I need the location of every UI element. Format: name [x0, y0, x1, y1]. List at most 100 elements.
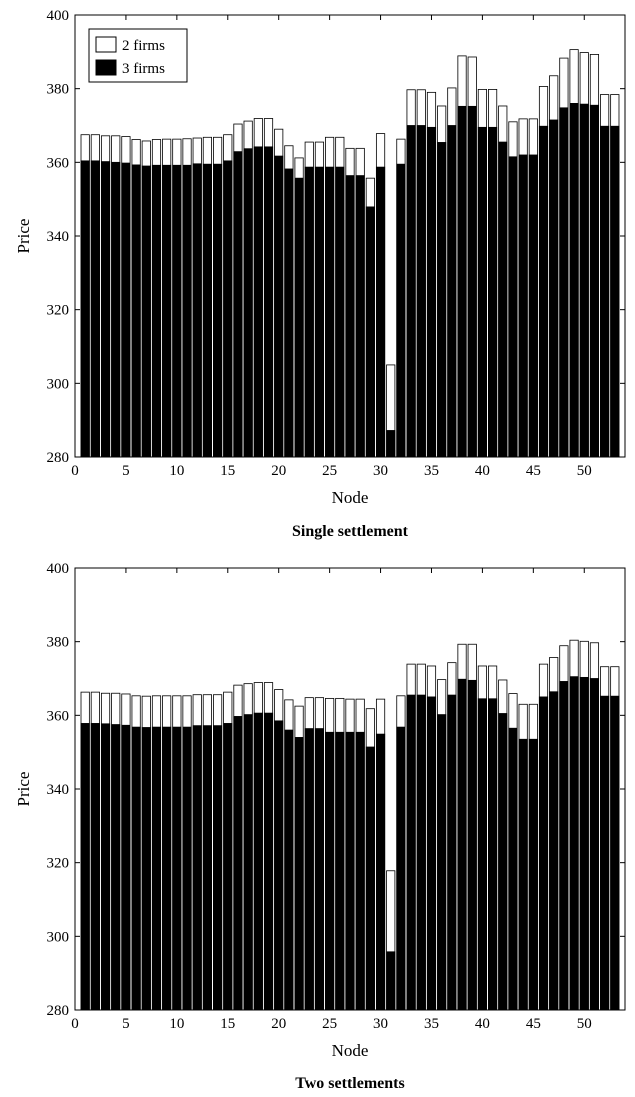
bar-3-firms-node-28: [355, 731, 365, 1011]
x-tick-label: 5: [122, 463, 130, 479]
x-tick-label: 35: [424, 1016, 439, 1032]
bar-3-firms-node-48: [559, 681, 569, 1011]
bar-3-firms-node-49: [569, 103, 579, 458]
chart-two-settlements: 0 5 10 15 20 25 30 35 40 45 50 280 300 320 340 360 380 4…: [14, 561, 626, 1092]
legend: 2 firms 3 firms: [88, 28, 188, 83]
bar-3-firms-node-18: [253, 712, 263, 1011]
y-axis-label: Price: [14, 219, 33, 254]
bar-3-firms-node-38: [457, 678, 467, 1011]
bar-3-firms-node-25: [325, 731, 335, 1011]
y-tick-label: 320: [47, 303, 70, 319]
bar-3-firms-node-25: [325, 166, 335, 458]
bar-3-firms-node-24: [314, 166, 325, 458]
y-ticks: 280 300 320 340 360 380 400: [47, 561, 625, 1019]
bar-3-firms-node-27: [345, 731, 355, 1011]
bar-3-firms-node-5: [121, 724, 131, 1011]
y-tick-label: 360: [47, 155, 70, 171]
bar-3-firms-node-40: [477, 698, 487, 1011]
chart-single-settlement: 0 5 10 15 20 25 30 35 40 45 50 280 300 320 340 360 380 4…: [14, 8, 626, 540]
bar-3-firms-node-52: [600, 125, 610, 458]
bar-3-firms-node-31: [386, 951, 396, 1011]
x-tick-label: 20: [271, 463, 286, 479]
bar-3-firms-node-23: [304, 728, 314, 1011]
bar-3-firms-node-45: [528, 738, 538, 1011]
bar-3-firms-node-3: [100, 161, 111, 458]
x-tick-label: 25: [322, 463, 337, 479]
bar-3-firms-node-7: [141, 165, 151, 458]
x-tick-label: 40: [475, 463, 490, 479]
bar-3-firms-node-39: [467, 105, 477, 458]
x-tick-label: 45: [526, 1016, 541, 1032]
bar-3-firms-node-30: [375, 733, 386, 1011]
y-tick-label: 380: [47, 82, 70, 98]
bar-3-firms-node-23: [304, 166, 314, 458]
bar-3-firms-node-46: [538, 125, 549, 458]
bar-3-firms-node-6: [131, 726, 141, 1011]
bar-3-firms-node-9: [162, 164, 172, 458]
y-tick-label: 300: [47, 376, 70, 392]
bar-3-firms-node-22: [294, 177, 304, 458]
bar-3-firms-node-32: [396, 726, 406, 1011]
bar-3-firms-node-11: [182, 726, 192, 1011]
bar-3-firms-node-7: [141, 727, 151, 1011]
bar-3-firms-node-8: [151, 164, 162, 458]
bar-3-firms-node-48: [559, 107, 569, 458]
x-tick-label: 5: [122, 1016, 130, 1032]
y-tick-label: 300: [47, 929, 70, 945]
x-axis-label: Node: [332, 1041, 369, 1060]
bars: [80, 49, 620, 458]
legend-label-2-firms: 2 firms: [122, 38, 165, 54]
bars: [80, 639, 620, 1011]
bar-3-firms-node-20: [274, 720, 284, 1011]
bar-3-firms-node-51: [589, 104, 600, 458]
bar-3-firms-node-51: [589, 678, 600, 1011]
bar-3-firms-node-50: [579, 676, 589, 1011]
y-tick-label: 340: [47, 782, 70, 798]
bar-3-firms-node-29: [365, 746, 375, 1011]
bar-3-firms-node-38: [457, 105, 467, 458]
bar-3-firms-node-26: [335, 166, 345, 458]
bar-3-firms-node-33: [406, 694, 416, 1011]
x-tick-label: 15: [220, 463, 235, 479]
x-tick-label: 25: [322, 1016, 337, 1032]
x-tick-label: 10: [169, 1016, 184, 1032]
bar-3-firms-node-10: [172, 726, 182, 1011]
bar-3-firms-node-31: [386, 430, 396, 458]
panel-title: Single settlement: [292, 523, 409, 540]
bar-3-firms-node-4: [111, 161, 121, 458]
bar-3-firms-node-49: [569, 676, 579, 1011]
bar-3-firms-node-47: [549, 119, 559, 458]
y-tick-label: 380: [47, 635, 70, 651]
bar-3-firms-node-13: [202, 163, 212, 458]
bar-3-firms-node-16: [233, 151, 243, 458]
bar-3-firms-node-19: [263, 712, 274, 1011]
bar-3-firms-node-50: [579, 103, 589, 458]
bar-3-firms-node-2: [90, 160, 100, 458]
bar-3-firms-node-35: [426, 696, 437, 1011]
bar-3-firms-node-52: [600, 695, 610, 1011]
bar-3-firms-node-35: [426, 126, 437, 458]
bar-3-firms-node-45: [528, 154, 538, 458]
panel-title: Two settlements: [295, 1075, 404, 1092]
bar-3-firms-node-44: [518, 154, 528, 458]
bar-3-firms-node-2: [90, 723, 100, 1011]
bar-3-firms-node-16: [233, 716, 243, 1011]
x-ticks: 0 5 10 15 20 25 30 35 40 45 50: [71, 15, 592, 479]
bar-3-firms-node-40: [477, 126, 487, 458]
bar-3-firms-node-22: [294, 737, 304, 1011]
bar-3-firms-node-36: [437, 142, 447, 458]
bar-3-firms-node-37: [447, 125, 457, 458]
bar-3-firms-node-18: [253, 146, 263, 458]
bar-3-firms-node-14: [213, 163, 223, 458]
bar-3-firms-node-24: [314, 728, 325, 1011]
x-tick-label: 30: [373, 1016, 388, 1032]
bar-3-firms-node-37: [447, 694, 457, 1011]
bar-3-firms-node-15: [223, 723, 233, 1011]
bar-3-firms-node-53: [610, 695, 620, 1011]
x-tick-label: 20: [271, 1016, 286, 1032]
bar-3-firms-node-43: [508, 727, 518, 1011]
y-axis-label: Price: [14, 772, 33, 807]
bar-3-firms-node-42: [498, 713, 508, 1011]
bar-3-firms-node-39: [467, 679, 477, 1011]
bar-3-firms-node-46: [538, 696, 549, 1011]
